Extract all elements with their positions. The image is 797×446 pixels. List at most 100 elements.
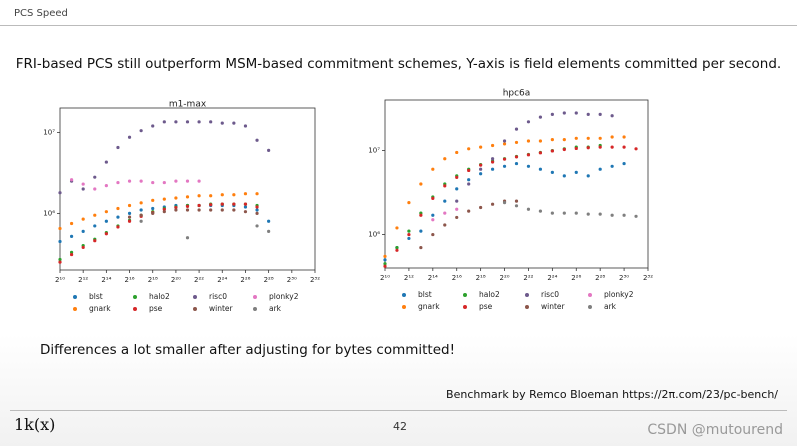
point (255, 192, 259, 196)
point (574, 111, 578, 115)
legend-label: winter (541, 302, 566, 311)
footer-logo: 1k(x) (14, 415, 56, 434)
point (562, 138, 566, 142)
point (116, 206, 120, 211)
point (407, 232, 411, 237)
point (467, 168, 471, 173)
point (58, 226, 62, 231)
point (69, 178, 74, 182)
point (502, 164, 507, 168)
x-tick-label: 2¹⁰ (55, 276, 65, 284)
point (479, 163, 483, 167)
point (455, 150, 459, 155)
point (586, 212, 590, 216)
point (383, 254, 387, 258)
point (514, 127, 519, 131)
legend-marker (193, 295, 197, 299)
point (185, 120, 190, 124)
legend-label: risc0 (541, 290, 559, 299)
point (538, 151, 543, 155)
legend-marker (525, 293, 529, 297)
point (407, 201, 411, 205)
point (139, 201, 143, 205)
point (443, 223, 447, 227)
point (197, 120, 201, 124)
legend-marker (73, 295, 77, 299)
point (243, 205, 248, 209)
point (116, 180, 120, 185)
plot-frame (59, 107, 316, 271)
legend-label: winter (209, 304, 234, 313)
point (58, 191, 62, 195)
point (243, 202, 248, 206)
point (622, 213, 626, 217)
point (267, 148, 271, 152)
point (139, 129, 143, 133)
header-title: PCS Speed (14, 8, 68, 19)
point (243, 192, 248, 196)
point (479, 145, 483, 149)
legend-label: halo2 (149, 292, 170, 301)
point (514, 155, 519, 159)
legend-marker (525, 305, 529, 309)
point (185, 204, 190, 208)
point (93, 239, 97, 243)
legend-label: halo2 (479, 290, 500, 299)
point (634, 214, 638, 218)
point (443, 157, 447, 161)
point (443, 199, 447, 203)
chart-title: hpc6a (503, 89, 531, 99)
legend-marker (253, 295, 257, 299)
x-tick-label: 2²⁶ (240, 276, 250, 284)
point (622, 145, 626, 149)
legend-label: plonky2 (604, 290, 634, 299)
point (550, 112, 554, 116)
point (209, 203, 213, 207)
point (467, 182, 471, 186)
legend-marker (588, 305, 592, 309)
x-tick-label: 2³⁰ (619, 274, 629, 282)
point (151, 211, 155, 215)
point (514, 140, 519, 145)
point (443, 184, 447, 188)
x-tick-label: 2²⁰ (171, 276, 181, 284)
point (197, 179, 201, 183)
point (467, 209, 471, 213)
point (139, 179, 143, 183)
point (69, 221, 74, 226)
point (550, 211, 554, 215)
point (220, 202, 224, 206)
x-tick-label: 2¹⁰ (380, 274, 390, 282)
point (116, 215, 120, 219)
point (81, 187, 85, 191)
x-tick-label: 2¹⁸ (148, 276, 158, 284)
x-tick-label: 2³² (643, 274, 653, 282)
point (255, 224, 259, 228)
x-tick-label: 2¹⁶ (125, 276, 135, 284)
point (174, 120, 178, 124)
point (162, 120, 166, 124)
point (127, 211, 132, 215)
point (151, 206, 155, 211)
point (232, 208, 236, 212)
point (598, 136, 602, 140)
point (93, 213, 97, 217)
point (232, 202, 236, 206)
point (383, 264, 387, 268)
point (598, 212, 602, 216)
point (395, 248, 399, 252)
point (419, 213, 423, 217)
footer-rule (10, 410, 787, 411)
point (490, 143, 495, 148)
legend-label: ark (604, 302, 617, 311)
x-tick-label: 2²⁴ (547, 274, 557, 282)
point (174, 205, 178, 210)
point (185, 208, 190, 212)
point (174, 208, 178, 212)
point (431, 232, 435, 237)
point (514, 204, 519, 208)
point (267, 219, 271, 223)
point (574, 136, 578, 140)
point (538, 139, 543, 143)
point (455, 215, 459, 220)
